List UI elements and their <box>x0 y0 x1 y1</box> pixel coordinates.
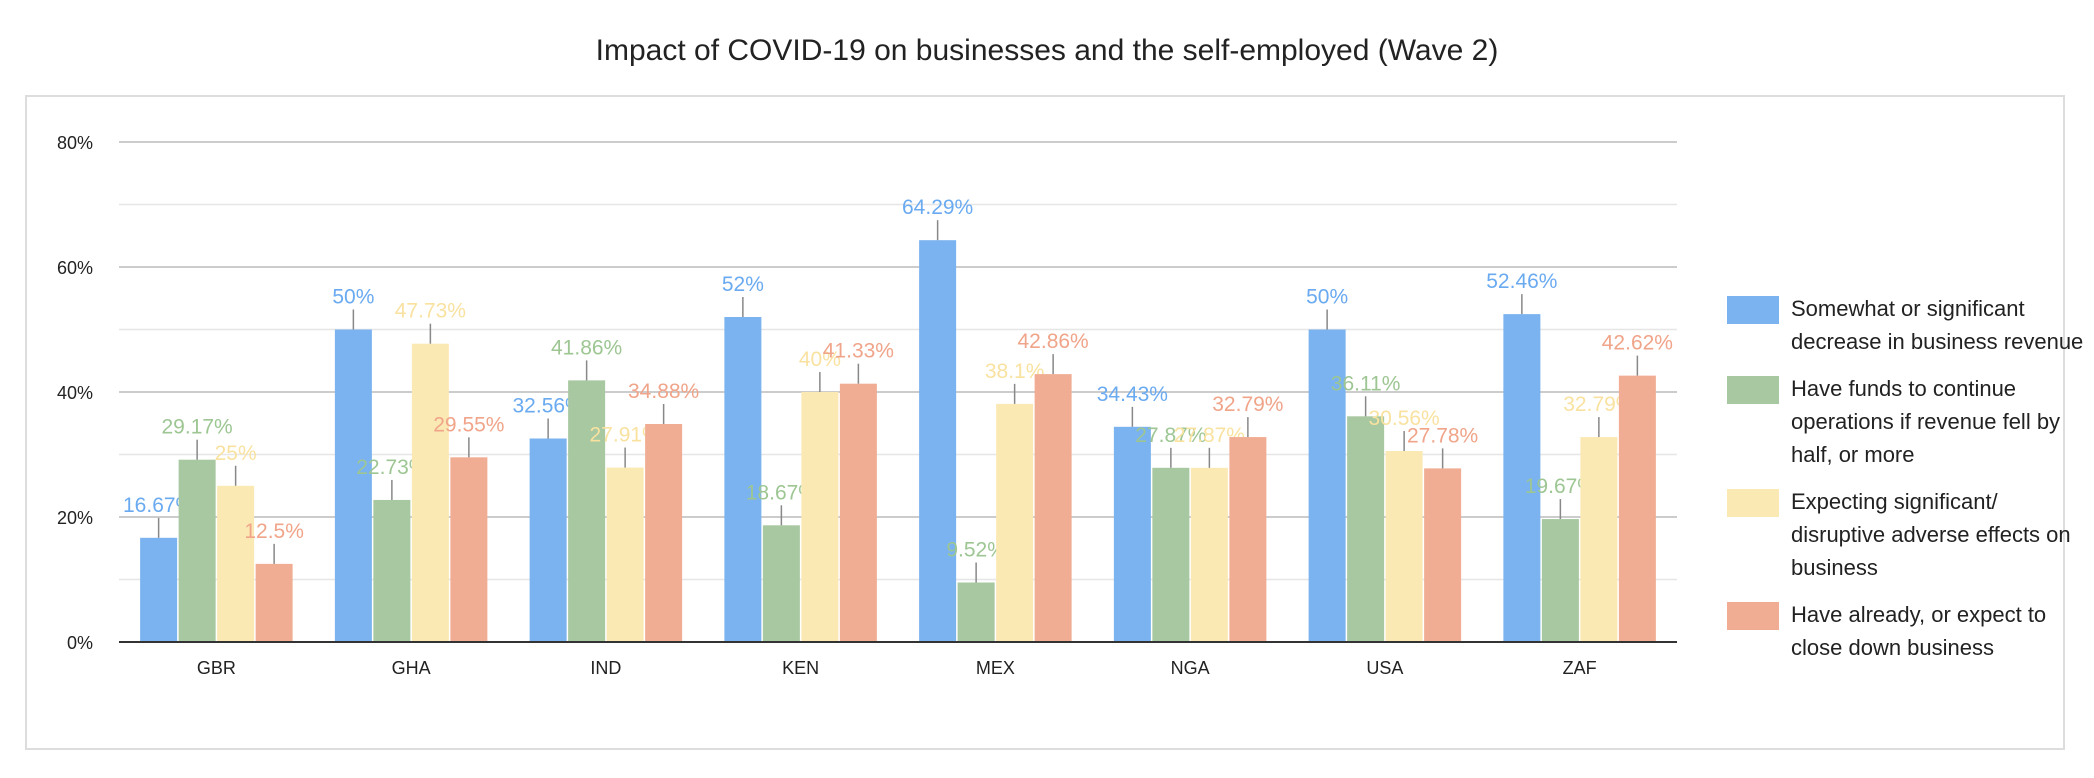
data-label: 25% <box>215 442 257 465</box>
bar <box>1229 437 1267 642</box>
bar <box>762 525 800 642</box>
bar <box>1152 467 1190 642</box>
bar <box>1347 416 1385 642</box>
data-label: 34.43% <box>1097 383 1168 406</box>
data-label: 19.67% <box>1525 475 1596 498</box>
data-label: 27.78% <box>1407 424 1478 447</box>
x-tick-label: NGA <box>1171 658 1210 678</box>
x-tick-label: GBR <box>197 658 236 678</box>
data-label: 27.87% <box>1174 424 1245 447</box>
x-tick-label: MEX <box>976 658 1015 678</box>
y-tick-label: 0% <box>67 633 93 653</box>
legend-swatch <box>1727 376 1779 404</box>
x-tick-label: GHA <box>392 658 431 678</box>
data-label: 41.86% <box>551 336 622 359</box>
data-label: 32.79% <box>1563 393 1634 416</box>
bar <box>957 582 995 642</box>
legend-label: Somewhat or significant decrease in busi… <box>1791 296 2084 354</box>
y-tick-label: 40% <box>57 383 93 403</box>
data-label: 27.87% <box>1135 424 1206 447</box>
legend-item: Have funds to continue operations if rev… <box>1727 372 2087 471</box>
bar <box>140 537 178 642</box>
bar <box>1503 314 1541 642</box>
y-tick-label: 60% <box>57 258 93 278</box>
data-label: 9.52% <box>946 539 1006 562</box>
legend-swatch <box>1727 602 1779 630</box>
bar <box>996 403 1034 642</box>
data-label: 64.29% <box>902 196 973 219</box>
bar <box>606 467 644 642</box>
bar <box>1385 451 1423 642</box>
legend-swatch <box>1727 296 1779 324</box>
chart-title: Impact of COVID-19 on businesses and the… <box>595 34 1499 67</box>
bar <box>1541 519 1579 642</box>
data-label: 47.73% <box>395 300 466 323</box>
data-label: 36.11% <box>1331 372 1401 395</box>
data-label: 27.91% <box>590 424 661 447</box>
legend-swatch <box>1727 489 1779 517</box>
data-label: 52.46% <box>1486 270 1557 293</box>
data-label: 32.79% <box>1212 393 1283 416</box>
bar <box>411 343 449 642</box>
data-label: 40% <box>799 348 841 371</box>
chart-frame: 0% 20% 40% 60% 80% 16.67% 29.17% 25% 12.5% GBR 50%… <box>25 95 2083 750</box>
data-label: 52% <box>722 273 764 296</box>
bar <box>724 317 762 642</box>
legend-item: Expecting significant/ disruptive advers… <box>1727 485 2087 584</box>
bar <box>334 329 372 642</box>
data-label: 22.73% <box>356 456 427 479</box>
bar <box>1580 437 1618 642</box>
bar <box>1618 375 1656 642</box>
bar <box>1190 467 1228 642</box>
bar <box>1034 374 1072 642</box>
data-label: 16.67% <box>123 494 194 517</box>
bar <box>178 459 216 642</box>
legend-label: Have funds to continue operations if rev… <box>1791 376 2061 467</box>
legend-label: Expecting significant/ disruptive advers… <box>1791 489 2071 580</box>
x-tick-label: USA <box>1366 658 1403 678</box>
data-label: 42.62% <box>1602 332 1673 355</box>
bar <box>919 240 957 642</box>
bar <box>1113 426 1151 642</box>
data-label: 29.17% <box>162 416 233 439</box>
bar <box>801 392 839 642</box>
bar <box>568 380 606 642</box>
bar <box>529 438 567 642</box>
data-label: 29.55% <box>433 413 504 436</box>
y-tick-label: 80% <box>57 133 93 153</box>
x-tick-label: IND <box>590 658 621 678</box>
bar <box>839 383 877 642</box>
legend: Somewhat or significant decrease in busi… <box>1727 292 2087 678</box>
data-label: 50% <box>332 286 374 309</box>
bar <box>450 457 488 642</box>
data-label: 38.1% <box>985 360 1045 383</box>
plot-area: 0% 20% 40% 60% 80% 16.67% 29.17% 25% 12.5% GBR 50%… <box>57 133 1677 678</box>
bar <box>373 499 411 642</box>
bar <box>255 563 293 642</box>
bar <box>1424 468 1462 642</box>
legend-label: Have already, or expect to close down bu… <box>1791 602 2047 660</box>
data-label: 50% <box>1306 286 1348 309</box>
x-tick-label: KEN <box>782 658 819 678</box>
legend-item: Have already, or expect to close down bu… <box>1727 598 2087 664</box>
data-label: 34.88% <box>628 380 699 403</box>
bar <box>217 485 255 642</box>
data-label: 32.56% <box>513 395 584 418</box>
data-label: 18.67% <box>746 481 817 504</box>
data-label: 42.86% <box>1018 330 1089 353</box>
data-label: 12.5% <box>244 520 304 543</box>
x-tick-label: ZAF <box>1563 658 1597 678</box>
legend-item: Somewhat or significant decrease in busi… <box>1727 292 2087 358</box>
y-tick-label: 20% <box>57 508 93 528</box>
bar <box>1308 329 1346 642</box>
data-label: 41.33% <box>823 340 894 363</box>
bar <box>645 424 683 642</box>
data-label: 30.56% <box>1369 407 1440 430</box>
